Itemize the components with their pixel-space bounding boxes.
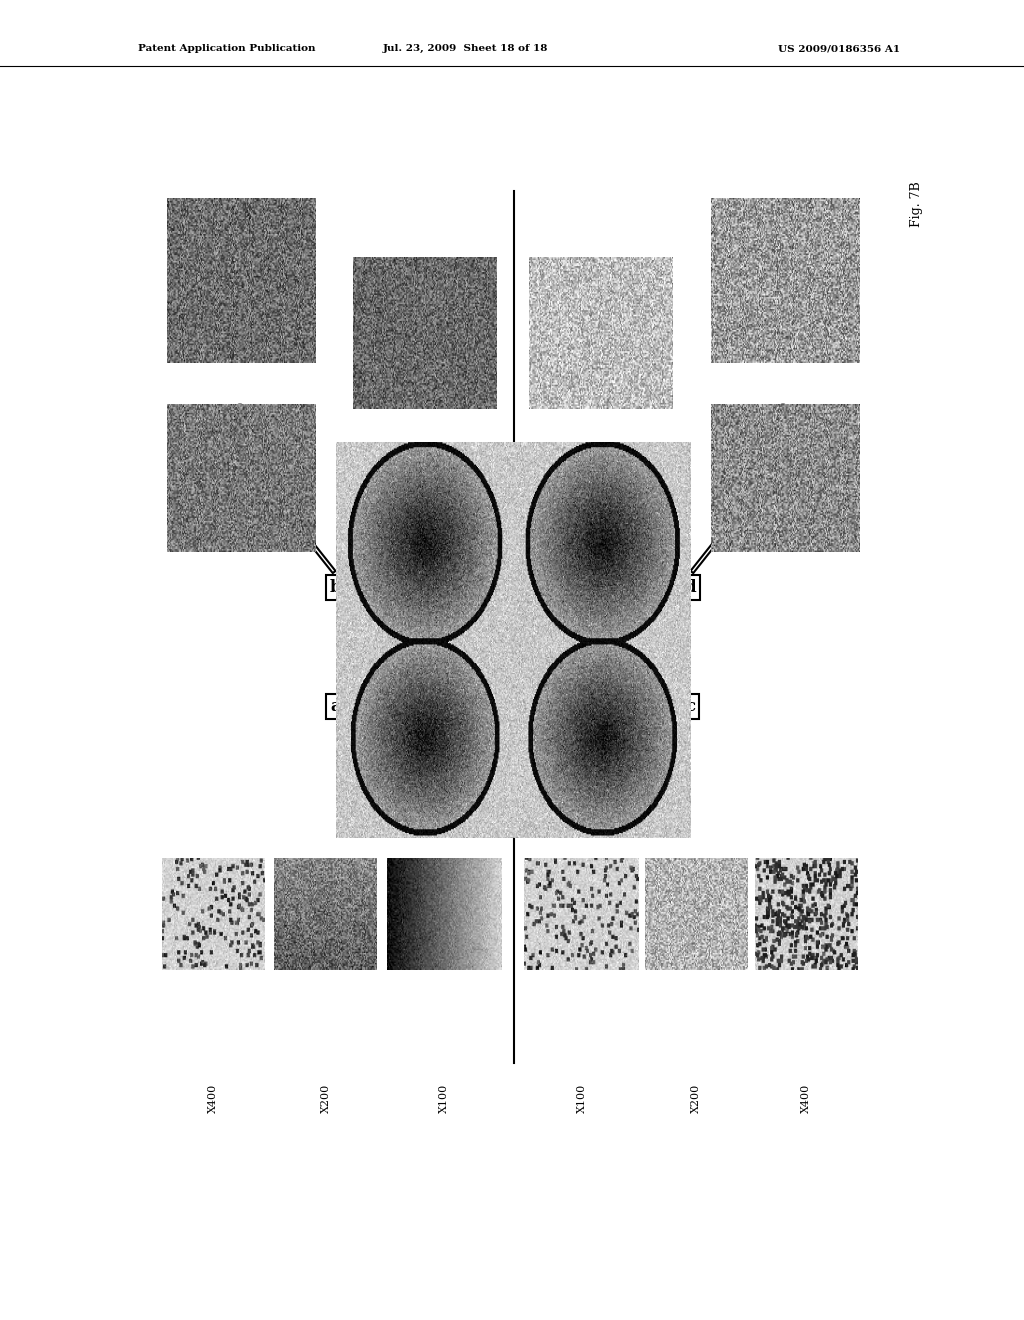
Text: Jul. 23, 2009  Sheet 18 of 18: Jul. 23, 2009 Sheet 18 of 18 [383,45,549,53]
Text: X100: X100 [420,256,430,285]
Text: X400: X400 [208,1084,218,1113]
Text: Patent Application Publication: Patent Application Publication [138,45,315,53]
Text: US 2009/0186356 A1: US 2009/0186356 A1 [778,45,900,53]
Text: d: d [684,579,696,595]
Text: X200: X200 [691,1084,701,1113]
Text: Fig. 7B: Fig. 7B [910,182,923,227]
Text: X100: X100 [577,1084,587,1113]
Text: X400: X400 [780,197,791,226]
Text: c: c [685,698,695,714]
Text: X200: X200 [321,1084,331,1113]
Text: X400: X400 [801,1084,811,1113]
Text: b: b [330,579,342,595]
Text: X200: X200 [780,401,791,430]
Text: X100: X100 [596,256,606,285]
Text: X100: X100 [439,1084,450,1113]
Text: X200: X200 [237,401,247,430]
Text: a: a [331,698,341,714]
Text: X400: X400 [237,197,247,226]
